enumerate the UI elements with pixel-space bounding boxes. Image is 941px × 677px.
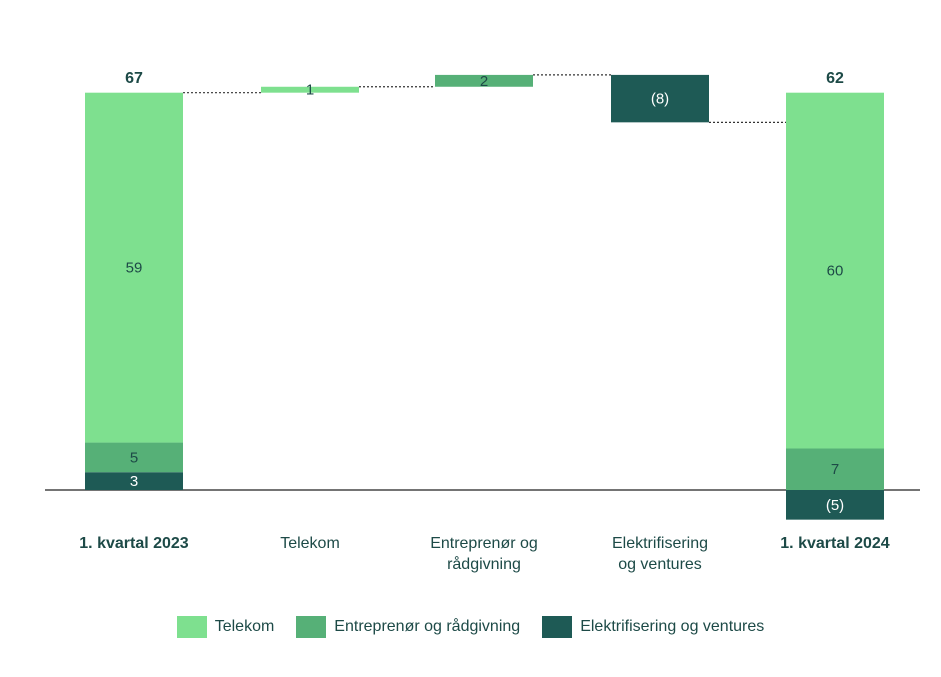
x-tick-label: 1. kvartal 2024 — [780, 535, 890, 552]
x-tick-label: Elektrifisering og ventures — [611, 535, 709, 573]
total-label: 67 — [125, 70, 143, 87]
bar-segment — [435, 74, 533, 87]
data-label: (5) — [826, 497, 844, 514]
bar-segment — [85, 92, 183, 443]
data-label: (8) — [651, 91, 669, 108]
legend-item: Elektrifisering og ventures — [542, 616, 764, 638]
bar-segment — [786, 448, 884, 490]
legend-label: Entreprenør og rådgivning — [334, 618, 521, 635]
legend-swatch — [296, 616, 327, 638]
x-tick-label: Entreprenør og rådgivning — [430, 535, 538, 573]
bar-segment — [611, 74, 709, 123]
legend-swatch — [542, 616, 573, 638]
data-label: 1 — [306, 82, 314, 99]
x-tick-label: 1. kvartal 2023 — [79, 535, 189, 552]
legend-label: Telekom — [214, 618, 275, 635]
data-label: 2 — [480, 73, 488, 90]
x-tick-label: Telekom — [280, 535, 340, 552]
legend: Telekom Entreprenør og rådgivning Elektrif… — [0, 616, 941, 638]
bar-segment — [786, 92, 884, 449]
legend-item: Entreprenør og rådgivning — [296, 616, 520, 638]
total-label: 62 — [826, 70, 844, 87]
data-label: 7 — [831, 461, 839, 478]
data-label: 5 — [130, 449, 138, 466]
legend-swatch — [176, 616, 207, 638]
legend-item: Telekom — [176, 616, 275, 638]
bar-segment — [85, 442, 183, 473]
data-label: 3 — [130, 473, 138, 490]
bar-segment — [261, 86, 359, 93]
legend-label: Elektrifisering og ventures — [580, 618, 765, 635]
bar-segment — [85, 472, 183, 490]
data-label: 59 — [126, 260, 143, 277]
data-label: 60 — [827, 263, 844, 280]
bar-segment — [786, 490, 884, 520]
